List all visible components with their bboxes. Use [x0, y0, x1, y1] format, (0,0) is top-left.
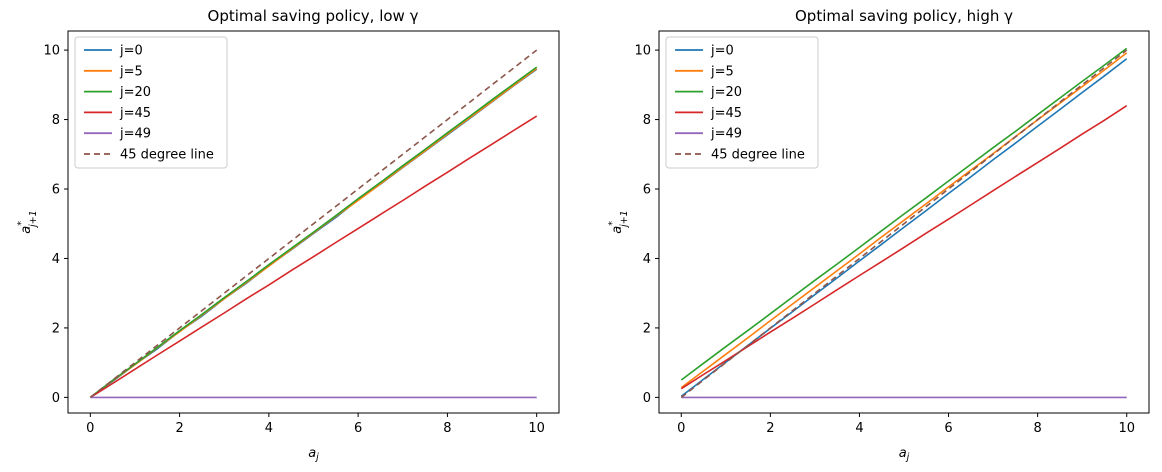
y-tick-label: 6	[643, 183, 651, 198]
legend: j=0 j=5 j=20 j=45 j=49 45 degree line	[665, 36, 819, 169]
y-tick-label: 2	[52, 321, 60, 336]
x-tick-label: 4	[855, 421, 863, 436]
x-axis-label: aj	[308, 446, 319, 463]
series-lines	[89, 49, 538, 399]
left-plot-title: Optimal saving policy, low γ	[208, 7, 419, 25]
y-axis-ticks: 0 2 4 6 8 10	[43, 44, 68, 406]
right-axes: 0 2 4 6 8 10 0 2 4 6 8 10 aj a*j+1 j=0 j=5 j=20 j=45 j=49 4…	[607, 30, 1150, 463]
series-line-j-20	[89, 66, 538, 399]
y-tick-label: 10	[43, 44, 60, 59]
x-tick-label: 10	[1118, 421, 1135, 436]
x-tick-label: 6	[944, 421, 952, 436]
axes-frame	[67, 30, 560, 414]
left-plot: Optimal saving policy, low γ 0 2 4 6 8 10 0 2 4 6…	[16, 7, 560, 463]
right-plot-title: Optimal saving policy, high γ	[795, 7, 1013, 25]
legend-label: j=45	[119, 106, 151, 121]
y-tick-label: 0	[643, 391, 651, 406]
y-tick-label: 8	[643, 113, 651, 128]
legend-label: j=49	[119, 127, 151, 142]
legend-label: j=20	[119, 85, 151, 100]
x-tick-label: 6	[354, 421, 362, 436]
x-tick-label: 0	[677, 421, 685, 436]
series-line-j-20	[680, 47, 1128, 381]
x-tick-label: 2	[175, 421, 183, 436]
x-axis-label: aj	[899, 446, 910, 463]
legend-label: j=0	[710, 44, 734, 59]
series-line-j-45	[89, 115, 538, 399]
y-axis-ticks: 0 2 4 6 8 10	[634, 44, 659, 406]
legend: j=0 j=5 j=20 j=45 j=49 45 degree line	[74, 36, 228, 169]
y-tick-label: 10	[634, 44, 651, 59]
legend-label: j=5	[119, 64, 143, 79]
x-tick-label: 0	[86, 421, 94, 436]
y-tick-label: 4	[52, 252, 60, 267]
y-tick-label: 2	[643, 321, 651, 336]
legend-label: j=0	[119, 44, 143, 59]
legend-box	[74, 36, 228, 169]
x-tick-label: 2	[766, 421, 774, 436]
series-line-45-degree-line	[680, 49, 1128, 399]
y-tick-label: 4	[643, 252, 651, 267]
y-axis-label: a*j+1	[607, 210, 630, 233]
x-tick-label: 8	[1033, 421, 1041, 436]
series-line-j-45	[680, 105, 1128, 390]
left-panel: Optimal saving policy, low γ 0 2 4 6 8 10 0 2 4 6…	[16, 7, 560, 463]
y-tick-label: 8	[52, 113, 60, 128]
x-tick-label: 8	[443, 421, 451, 436]
x-axis-ticks: 0 2 4 6 8 10	[86, 413, 545, 436]
left-axes: 0 2 4 6 8 10 0 2 4 6 8 10 aj a*j+1 j=0 j=5 j=20 j=45 j=49 4…	[16, 30, 560, 463]
x-axis-ticks: 0 2 4 6 8 10	[677, 413, 1135, 436]
x-tick-label: 10	[528, 421, 545, 436]
series-lines	[680, 47, 1128, 399]
legend-label: j=5	[710, 64, 734, 79]
legend-box	[665, 36, 819, 169]
legend-label: 45 degree line	[120, 148, 214, 163]
y-tick-label: 0	[52, 391, 60, 406]
legend-label: 45 degree line	[711, 148, 805, 163]
series-line-45-degree-line	[89, 49, 538, 399]
right-panel: Optimal saving policy, high γ 0 2 4 6 8 10 0 2 4…	[581, 0, 1162, 472]
legend-label: j=49	[710, 127, 742, 142]
axes-frame	[658, 30, 1150, 414]
x-tick-label: 4	[265, 421, 273, 436]
y-tick-label: 6	[52, 183, 60, 198]
right-plot: Optimal saving policy, high γ 0 2 4 6 8 10 0 2 4…	[607, 7, 1150, 463]
legend-label: j=20	[710, 85, 742, 100]
legend-label: j=45	[710, 106, 742, 121]
y-axis-label: a*j+1	[16, 210, 39, 233]
